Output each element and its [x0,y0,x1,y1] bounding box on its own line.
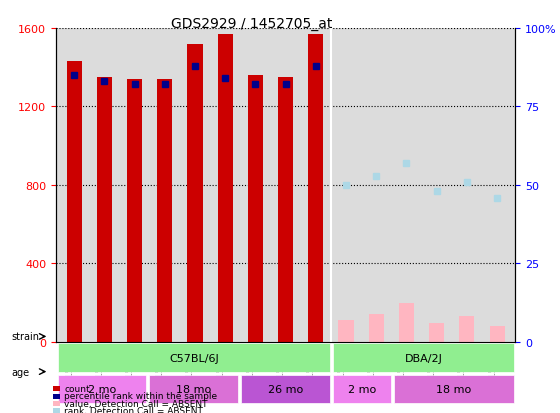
FancyBboxPatch shape [241,375,330,403]
Text: 2 mo: 2 mo [88,384,116,394]
Text: strain: strain [11,332,39,342]
Text: 18 mo: 18 mo [176,384,211,394]
Bar [338,320,353,342]
FancyBboxPatch shape [58,344,330,372]
Bar [429,323,444,342]
FancyBboxPatch shape [394,375,514,403]
Text: C57BL/6J: C57BL/6J [169,353,218,363]
Text: GDS2929 / 1452705_at: GDS2929 / 1452705_at [171,17,333,31]
Bar [188,45,203,342]
Bar [278,78,293,342]
FancyBboxPatch shape [333,375,391,403]
Bar [127,80,142,342]
Bar [218,35,233,342]
Bar [489,326,505,342]
Bar [368,315,384,342]
Text: 18 mo: 18 mo [436,384,472,394]
FancyBboxPatch shape [150,375,238,403]
Text: rank, Detection Call = ABSENT: rank, Detection Call = ABSENT [64,406,203,413]
Bar [459,317,474,342]
Text: 2 mo: 2 mo [348,384,376,394]
FancyBboxPatch shape [58,375,146,403]
Bar [399,303,414,342]
Bar [308,35,323,342]
Text: value, Detection Call = ABSENT: value, Detection Call = ABSENT [64,399,208,408]
Bar [97,78,112,342]
Bar [67,62,82,342]
Bar [157,80,172,342]
Text: DBA/2J: DBA/2J [404,353,442,363]
Bar [248,76,263,342]
Text: age: age [11,367,29,377]
Text: percentile rank within the sample: percentile rank within the sample [64,391,217,400]
Text: 26 mo: 26 mo [268,384,303,394]
Text: count: count [64,384,90,393]
FancyBboxPatch shape [333,344,514,372]
